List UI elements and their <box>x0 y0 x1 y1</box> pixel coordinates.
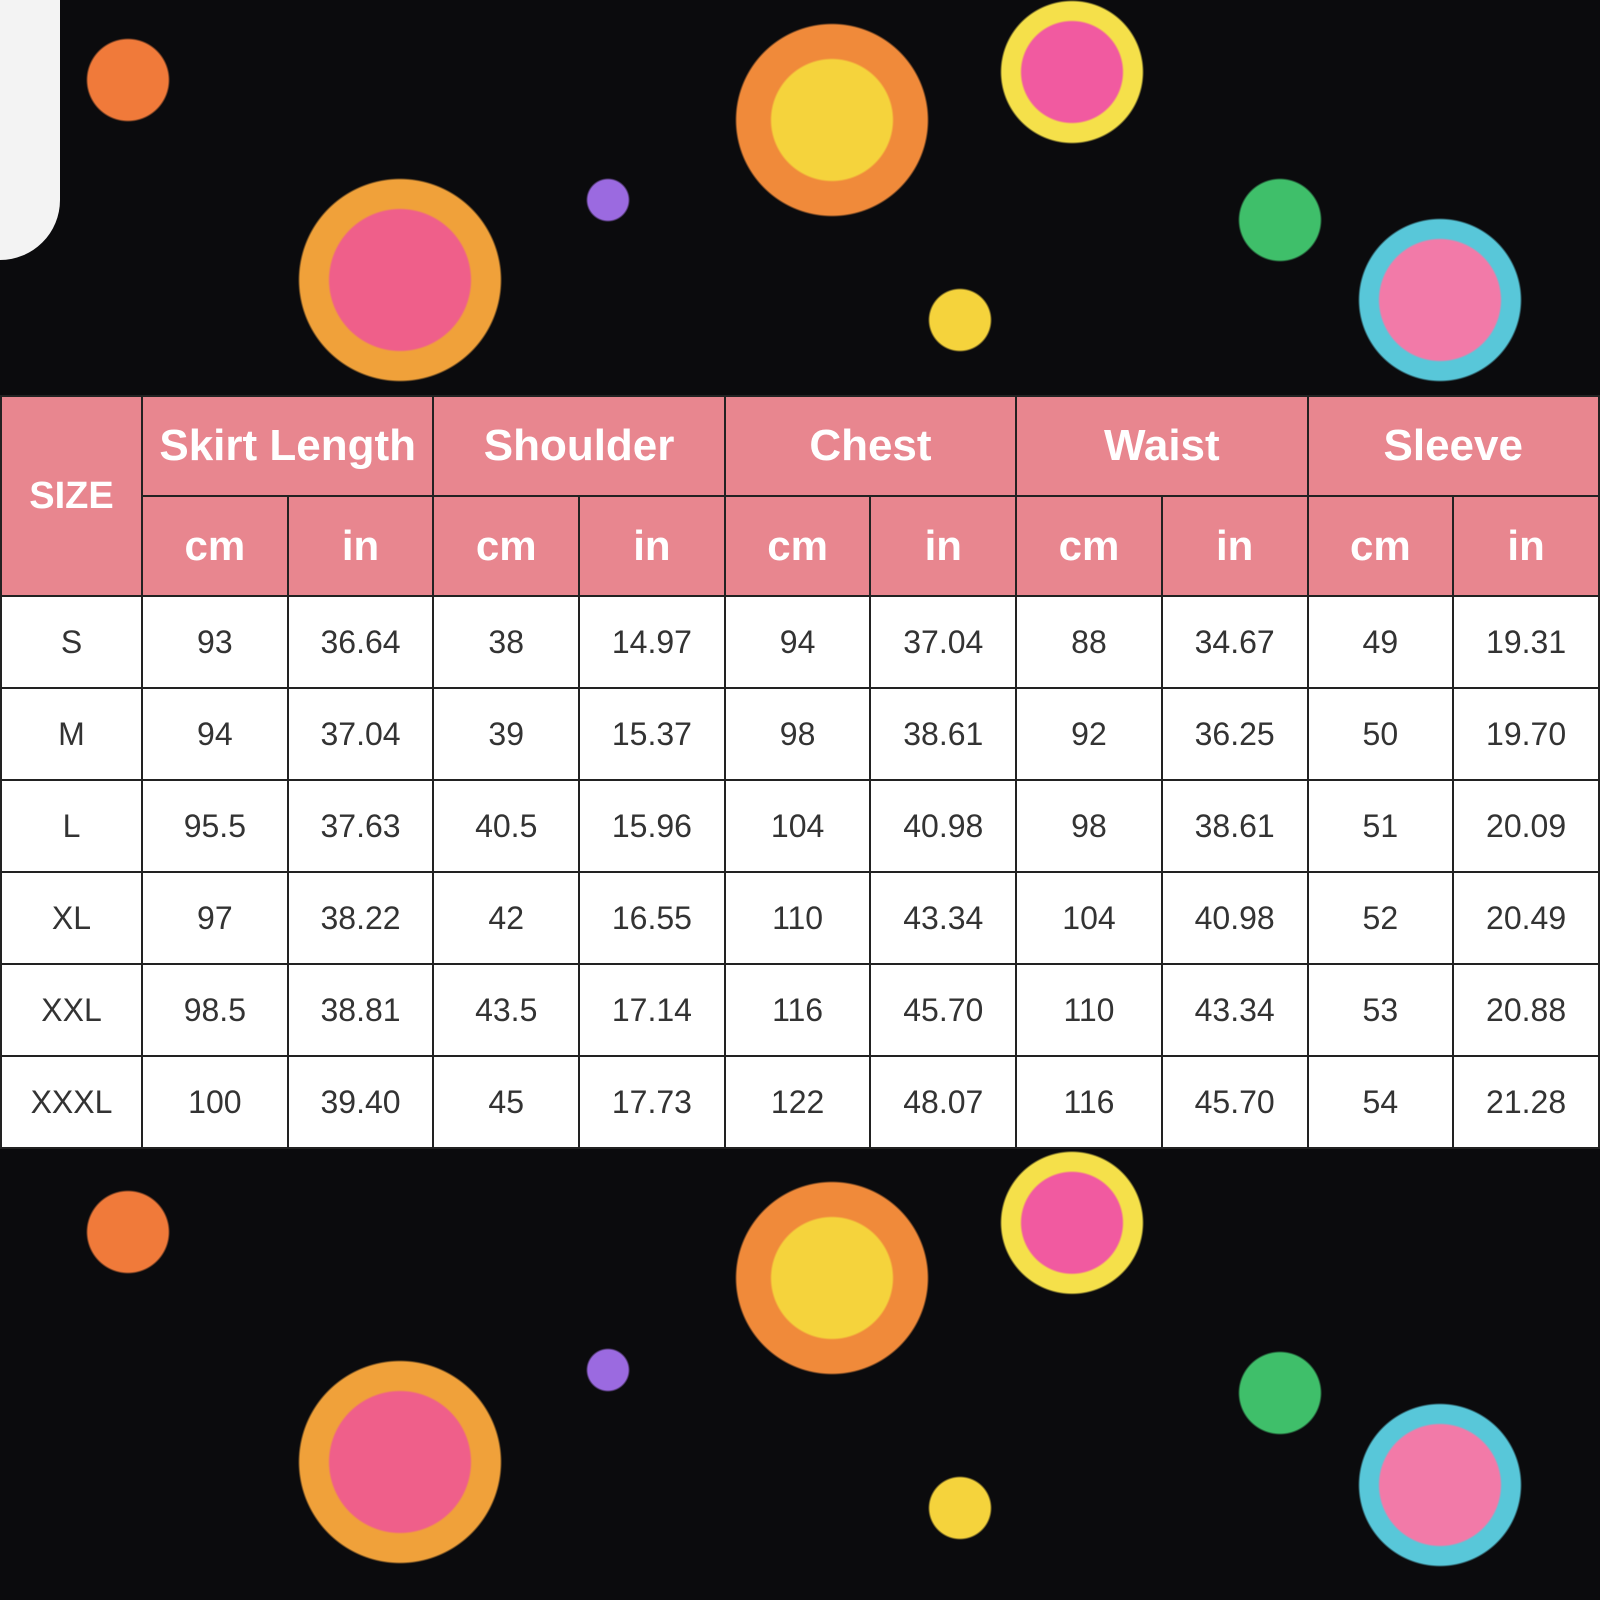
measurement-cell: 39 <box>432 687 581 781</box>
size-cell: S <box>0 595 143 689</box>
unit-header-cm: cm <box>1306 495 1455 597</box>
measurement-cell: 100 <box>141 1055 289 1149</box>
measurement-cell: 38 <box>432 595 581 689</box>
size-cell: XXXL <box>0 1055 143 1149</box>
unit-header-row: cm in cm in cm in cm in cm in <box>1 495 1600 597</box>
measurement-cell: 97 <box>141 871 289 965</box>
size-cell: L <box>0 779 143 873</box>
size-header: SIZE <box>0 395 143 597</box>
measurement-cell: 36.25 <box>1160 687 1309 781</box>
measurement-cell: 88 <box>1015 595 1163 689</box>
measurement-cell: 45.70 <box>1160 1055 1309 1149</box>
table-row: XXXL 100 39.40 45 17.73 122 48.07 116 45.70 54 21.… <box>0 1055 1600 1149</box>
measurement-cell: 116 <box>723 963 872 1057</box>
header-shoulder: Shoulder <box>432 395 726 497</box>
measurement-cell: 43.34 <box>869 871 1018 965</box>
measurement-cell: 15.96 <box>578 779 726 873</box>
measurement-cell: 54 <box>1306 1055 1455 1149</box>
measurement-cell: 39.40 <box>286 1055 435 1149</box>
measurement-cell: 40.98 <box>869 779 1018 873</box>
header-chest: Chest <box>723 395 1018 497</box>
measurement-cell: 48.07 <box>869 1055 1018 1149</box>
measurement-cell: 53 <box>1306 963 1455 1057</box>
measurement-cell: 110 <box>723 871 872 965</box>
measurement-cell: 116 <box>1015 1055 1163 1149</box>
measurement-cell: 45.70 <box>869 963 1018 1057</box>
measurement-cell: 94 <box>723 595 872 689</box>
unit-header-in: in <box>1160 495 1309 597</box>
measurement-cell: 95.5 <box>141 779 289 873</box>
size-cell: M <box>0 687 143 781</box>
measurement-cell: 38.61 <box>1160 779 1309 873</box>
table-row: S 93 36.64 38 14.97 94 37.04 88 34.67 49 19.31 <box>0 595 1600 689</box>
measurement-cell: 37.04 <box>869 595 1018 689</box>
measurement-cell: 92 <box>1015 687 1163 781</box>
measurement-cell: 21.28 <box>1452 1055 1600 1149</box>
table-row: L 95.5 37.63 40.5 15.96 104 40.98 98 38.61 51 20.0… <box>0 779 1600 873</box>
measurement-cell: 20.88 <box>1452 963 1600 1057</box>
unit-header-in: in <box>286 495 435 597</box>
measurement-cell: 104 <box>1015 871 1163 965</box>
measurement-cell: 98.5 <box>141 963 289 1057</box>
measurement-cell: 43.5 <box>432 963 581 1057</box>
unit-header-cm: cm <box>432 495 581 597</box>
unit-header-in: in <box>578 495 726 597</box>
measurement-cell: 45 <box>432 1055 581 1149</box>
measurement-cell: 104 <box>723 779 872 873</box>
measurement-cell: 17.73 <box>578 1055 726 1149</box>
measurement-cell: 122 <box>723 1055 872 1149</box>
measurement-cell: 93 <box>141 595 289 689</box>
size-cell: XL <box>0 871 143 965</box>
header-skirt-length: Skirt Length <box>140 395 435 497</box>
measurement-cell: 51 <box>1306 779 1455 873</box>
table-row: XXL 98.5 38.81 43.5 17.14 116 45.70 110 43.34 53 2… <box>0 963 1600 1057</box>
measurement-cell: 34.67 <box>1160 595 1309 689</box>
measurement-cell: 40.98 <box>1160 871 1309 965</box>
measurement-cell: 36.64 <box>286 595 435 689</box>
unit-header-cm: cm <box>141 495 289 597</box>
measurement-cell: 37.04 <box>286 687 435 781</box>
measurement-cell: 19.31 <box>1452 595 1600 689</box>
measurement-cell: 94 <box>141 687 289 781</box>
header-waist: Waist <box>1015 395 1309 497</box>
measurement-cell: 20.09 <box>1452 779 1600 873</box>
measurement-cell: 42 <box>432 871 581 965</box>
measurement-cell: 49 <box>1306 595 1455 689</box>
measurement-cell: 38.81 <box>286 963 435 1057</box>
size-chart-table: SIZE Skirt Length Shoulder Chest Waist S… <box>0 395 1600 1149</box>
measurement-cell: 38.22 <box>286 871 435 965</box>
unit-header-in: in <box>1452 495 1600 597</box>
measurement-cell: 20.49 <box>1452 871 1600 965</box>
group-header-row: SIZE Skirt Length Shoulder Chest Waist S… <box>0 395 1600 597</box>
measurement-cell: 15.37 <box>578 687 726 781</box>
measurement-cell: 17.14 <box>578 963 726 1057</box>
table-row: XL 97 38.22 42 16.55 110 43.34 104 40.98 52 20.49 <box>0 871 1600 965</box>
paisley-fabric-print-top <box>0 0 1600 400</box>
unit-header-cm: cm <box>1015 495 1163 597</box>
measurement-cell: 40.5 <box>432 779 581 873</box>
measurement-cell: 43.34 <box>1160 963 1309 1057</box>
table-row: M 94 37.04 39 15.37 98 38.61 92 36.25 50 19.70 <box>0 687 1600 781</box>
measurement-cell: 50 <box>1306 687 1455 781</box>
measurement-cell: 98 <box>723 687 872 781</box>
measurement-cell: 16.55 <box>578 871 726 965</box>
measurement-cell: 52 <box>1306 871 1455 965</box>
size-rows: S 93 36.64 38 14.97 94 37.04 88 34.67 49 19.31 M 94 3… <box>0 595 1600 1149</box>
measurement-cell: 14.97 <box>578 595 726 689</box>
measurement-cell: 37.63 <box>286 779 435 873</box>
paisley-fabric-print-bottom <box>0 1140 1600 1600</box>
header-sleeve: Sleeve <box>1306 395 1600 497</box>
background-corner <box>0 0 60 260</box>
measurement-cell: 110 <box>1015 963 1163 1057</box>
unit-header-cm: cm <box>723 495 872 597</box>
unit-header-in: in <box>869 495 1018 597</box>
measurement-cell: 19.70 <box>1452 687 1600 781</box>
measurement-cell: 98 <box>1015 779 1163 873</box>
measurement-cell: 38.61 <box>869 687 1018 781</box>
size-cell: XXL <box>0 963 143 1057</box>
